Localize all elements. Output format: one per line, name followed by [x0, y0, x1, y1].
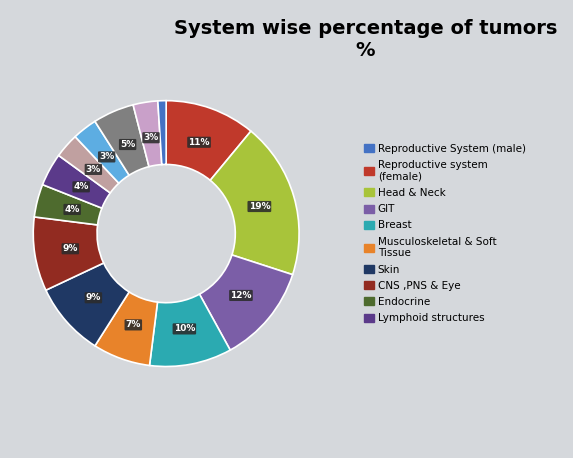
Text: 12%: 12%: [230, 291, 252, 300]
Wedge shape: [75, 121, 129, 183]
Wedge shape: [150, 294, 230, 366]
Wedge shape: [95, 105, 149, 175]
Text: 3%: 3%: [99, 153, 115, 161]
Wedge shape: [42, 155, 110, 208]
Wedge shape: [95, 292, 158, 365]
Text: 9%: 9%: [86, 293, 101, 302]
Text: 4%: 4%: [65, 205, 80, 214]
Wedge shape: [58, 136, 119, 193]
Wedge shape: [158, 101, 166, 164]
Text: 10%: 10%: [174, 324, 195, 333]
Text: 4%: 4%: [73, 182, 89, 191]
Wedge shape: [166, 101, 251, 180]
Text: 3%: 3%: [143, 133, 159, 142]
Text: 7%: 7%: [125, 321, 141, 329]
Text: 19%: 19%: [249, 202, 270, 211]
Wedge shape: [199, 255, 293, 350]
Wedge shape: [33, 217, 104, 290]
Legend: Reproductive System (male), Reproductive system
(female), Head & Neck, GIT, Brea: Reproductive System (male), Reproductive…: [364, 144, 525, 323]
Wedge shape: [210, 131, 299, 275]
Wedge shape: [133, 101, 162, 167]
Text: 9%: 9%: [62, 244, 78, 253]
Text: 11%: 11%: [189, 138, 210, 147]
Text: 3%: 3%: [86, 165, 101, 174]
Text: 5%: 5%: [120, 140, 135, 149]
Wedge shape: [34, 185, 102, 225]
Title: System wise percentage of tumors
%: System wise percentage of tumors %: [174, 19, 558, 60]
Wedge shape: [46, 263, 129, 346]
